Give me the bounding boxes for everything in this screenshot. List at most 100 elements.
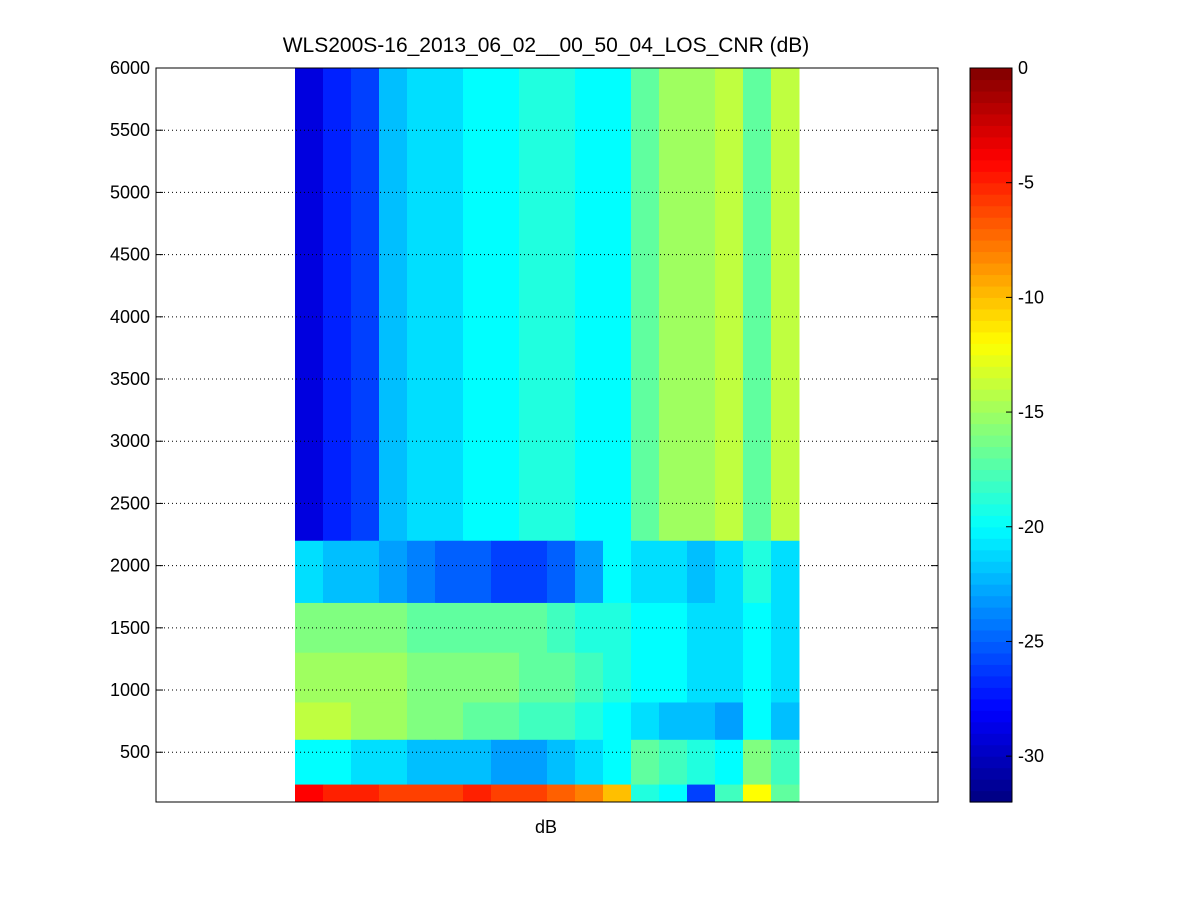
chart-title: WLS200S-16_2013_06_02__00_50_04_LOS_CNR … [283,34,810,57]
heatmap-cell [463,602,492,654]
colorbar-segment [970,572,1012,585]
heatmap-cell [323,652,352,703]
heatmap-cell [407,739,436,786]
heatmap-cell [491,739,520,786]
heatmap-cell [407,652,436,703]
colorbar-segment [970,469,1012,482]
colorbar-tick-label: -5 [1018,173,1034,193]
heatmap-cell [323,784,352,803]
heatmap-cell [435,68,464,542]
colorbar-segment [970,194,1012,207]
heatmap-cell [743,702,772,741]
heatmap-cell [715,652,744,703]
heatmap-cell [687,652,716,703]
heatmap-cell [687,739,716,786]
colorbar-segment [970,377,1012,390]
colorbar-segment [970,274,1012,287]
heatmap-cell [379,540,408,604]
colorbar-segment [970,779,1012,792]
heatmap-cell [491,602,520,654]
plot-frame [155,67,939,803]
y-tick-label: 2000 [110,556,150,576]
heatmap-cell [575,739,604,786]
colorbar-segment [970,423,1012,436]
colorbar-segment [970,664,1012,677]
colorbar-tick-label: -15 [1018,402,1044,422]
colorbar-segment [970,320,1012,333]
heatmap-cell [519,702,548,741]
colorbar-segment [970,251,1012,264]
colorbar-segment [970,492,1012,505]
colorbar-segment [970,125,1012,138]
heatmap-cell [351,652,380,703]
heatmap-cell [687,68,716,542]
heatmap-cell [603,602,632,654]
heatmap-cell [771,602,800,654]
colorbar-segment [970,400,1012,413]
y-tick-label: 2500 [110,493,150,513]
heatmap-cell [491,784,520,803]
y-tick-label: 4000 [110,307,150,327]
colorbar-segment [970,675,1012,688]
heatmap-cell [603,68,632,542]
heatmap-cell [323,602,352,654]
heatmap-cell [603,702,632,741]
colorbar-segment [970,595,1012,608]
heatmap-cell [379,652,408,703]
colorbar-segment [970,205,1012,218]
y-tick-label: 3000 [110,431,150,451]
colorbar-segment [970,652,1012,665]
heatmap-cell [435,739,464,786]
heatmap-cell [715,68,744,542]
heatmap-cell [351,784,380,803]
colorbar-segment [970,389,1012,402]
y-tick-label: 3500 [110,369,150,389]
x-axis-label: dB [535,817,557,837]
heatmap-cell [743,652,772,703]
colorbar-segment [970,297,1012,310]
heatmap-cell [603,540,632,604]
colorbar-segment [970,136,1012,149]
heatmap-cell [631,784,660,803]
colorbar-segment [970,159,1012,172]
colorbar-segment [970,767,1012,780]
colorbar-segment [970,480,1012,493]
colorbar-segment [970,756,1012,769]
heatmap-cell [743,739,772,786]
heatmap-cell [519,602,548,654]
heatmap-cell [435,540,464,604]
heatmap-cell [575,784,604,803]
colorbar-tick-label: -10 [1018,287,1044,307]
heatmap-cell [295,602,324,654]
heatmap-cell [491,652,520,703]
heatmap-cell [547,739,576,786]
heatmap-cell [659,784,688,803]
heatmap-cell [659,68,688,542]
y-tick-label: 500 [120,742,150,762]
heatmap-cell [407,68,436,542]
colorbar-segment [970,698,1012,711]
heatmap-cell [715,602,744,654]
heatmap-cell [631,702,660,741]
heatmap-cell [715,739,744,786]
colorbar-segment [970,412,1012,425]
heatmap-cell [463,652,492,703]
heatmap-cell [575,68,604,542]
heatmap-cell [463,702,492,741]
heatmap-cell [743,784,772,803]
heatmap-cell [463,784,492,803]
heatmap-cell [547,540,576,604]
heatmap-cell [323,702,352,741]
y-tick-label: 1500 [110,618,150,638]
heatmap-cell [463,540,492,604]
heatmap-cell [379,702,408,741]
colorbar [970,68,1012,803]
colorbar-segment [970,710,1012,723]
heatmap-cell [407,602,436,654]
y-tick-label: 4500 [110,245,150,265]
colorbar-segment [970,515,1012,528]
heatmap-cell [295,540,324,604]
heatmap-cell [547,652,576,703]
y-tick-label: 6000 [110,58,150,78]
heatmap-cell [519,652,548,703]
